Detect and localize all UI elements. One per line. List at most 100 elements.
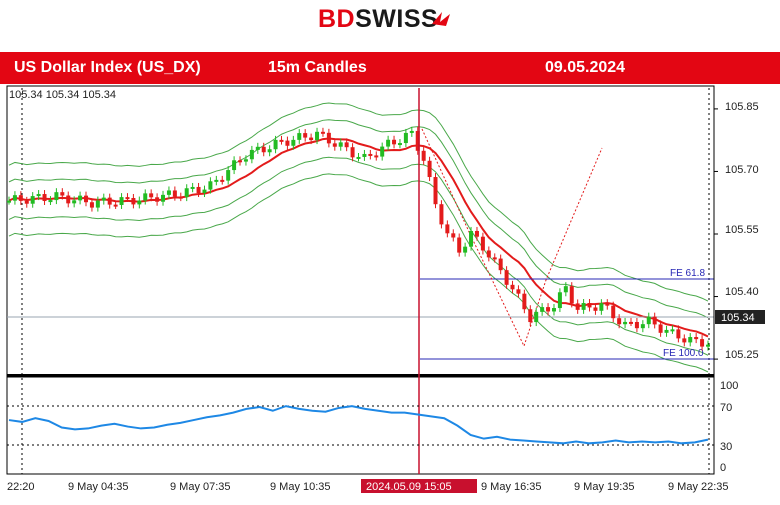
price-chart[interactable]: 105.34 105.34 105.34 FE 61.8 FE 100.0 10…	[0, 84, 780, 500]
candle	[688, 337, 693, 343]
candle	[315, 131, 320, 141]
candle	[30, 196, 35, 204]
candle	[101, 197, 106, 201]
candle	[255, 146, 260, 150]
candle	[634, 321, 639, 329]
candle	[238, 160, 243, 163]
candle	[78, 195, 83, 201]
candle	[172, 190, 177, 197]
candle	[540, 307, 545, 312]
candle	[433, 177, 438, 205]
time-label: 9 May 04:35	[68, 481, 129, 493]
candle	[184, 188, 189, 198]
oscillator-pane	[6, 376, 715, 475]
time-label: 22:20	[7, 481, 35, 493]
oscillator-line	[8, 405, 709, 445]
candle	[492, 257, 497, 260]
candle	[303, 133, 308, 138]
price-tick: 105.85	[725, 101, 759, 113]
candle	[155, 197, 160, 202]
candle	[498, 258, 503, 271]
logo-arrow-icon	[432, 12, 450, 26]
timeframe-label: 15m Candles	[268, 59, 367, 76]
candle	[700, 339, 705, 347]
candle	[617, 318, 622, 325]
candle	[575, 303, 580, 310]
time-label: 9 May 16:35	[481, 481, 542, 493]
candle	[403, 132, 408, 144]
candle	[48, 200, 53, 203]
chart-area[interactable]: 105.34 105.34 105.34 FE 61.8 FE 100.0 10…	[0, 84, 780, 500]
candle	[469, 230, 474, 247]
candle	[297, 133, 302, 140]
candle	[119, 197, 124, 205]
event-time-badge	[361, 479, 477, 493]
candle	[587, 303, 592, 308]
candle	[658, 324, 663, 333]
candle	[214, 179, 219, 182]
current-price-value: 105.34	[721, 312, 755, 324]
price-tick: 105.55	[725, 224, 759, 236]
price-tick: 105.40	[725, 286, 759, 298]
day-separators	[21, 88, 710, 474]
candle	[380, 146, 385, 157]
fib-100-label: FE 100.0	[663, 348, 704, 359]
candle	[581, 303, 586, 310]
logo-swiss: SWISS	[355, 5, 439, 33]
current-price-badge	[715, 310, 765, 324]
candle	[356, 156, 361, 159]
candle	[706, 344, 710, 347]
brand-logo: BDSWISS	[0, 0, 780, 44]
candle	[149, 193, 154, 198]
candle	[125, 197, 130, 200]
candle	[291, 139, 296, 146]
candle	[522, 293, 527, 310]
candle	[36, 194, 41, 197]
candle	[569, 286, 574, 304]
candle	[510, 284, 515, 290]
candle	[563, 286, 568, 293]
candle	[350, 147, 355, 158]
candle	[368, 153, 373, 156]
candle	[480, 236, 485, 251]
candle	[534, 311, 539, 323]
fib-projection-path	[421, 128, 603, 348]
candle	[7, 200, 11, 203]
candle	[457, 237, 462, 253]
candle	[439, 204, 444, 225]
candle	[309, 137, 314, 141]
candle	[273, 139, 278, 150]
candle	[516, 289, 521, 294]
candle	[605, 303, 610, 306]
candle	[338, 142, 343, 147]
candle	[551, 308, 556, 312]
candle	[546, 307, 551, 312]
candles	[7, 126, 710, 351]
candle	[220, 179, 225, 182]
candle	[113, 204, 118, 207]
candle	[486, 250, 491, 258]
candle	[374, 155, 379, 158]
candle	[279, 139, 284, 142]
candle	[84, 195, 89, 203]
candle	[397, 143, 402, 146]
candle	[202, 189, 207, 194]
candle	[463, 246, 468, 253]
candle	[646, 316, 651, 325]
candle	[243, 159, 248, 162]
candle	[89, 202, 94, 208]
candle	[226, 170, 231, 181]
candle	[652, 316, 657, 325]
candle	[415, 130, 420, 151]
band-line	[8, 102, 709, 302]
candle	[267, 149, 272, 153]
candle	[599, 303, 604, 311]
candle	[332, 143, 337, 147]
candle	[107, 197, 112, 205]
candle	[42, 194, 47, 202]
candle	[445, 224, 450, 234]
instrument-title: US Dollar Index (US_DX)	[14, 59, 201, 76]
candle	[232, 160, 237, 171]
ohlc-readout: 105.34 105.34 105.34	[9, 89, 116, 101]
price-tick: 105.25	[725, 349, 759, 361]
